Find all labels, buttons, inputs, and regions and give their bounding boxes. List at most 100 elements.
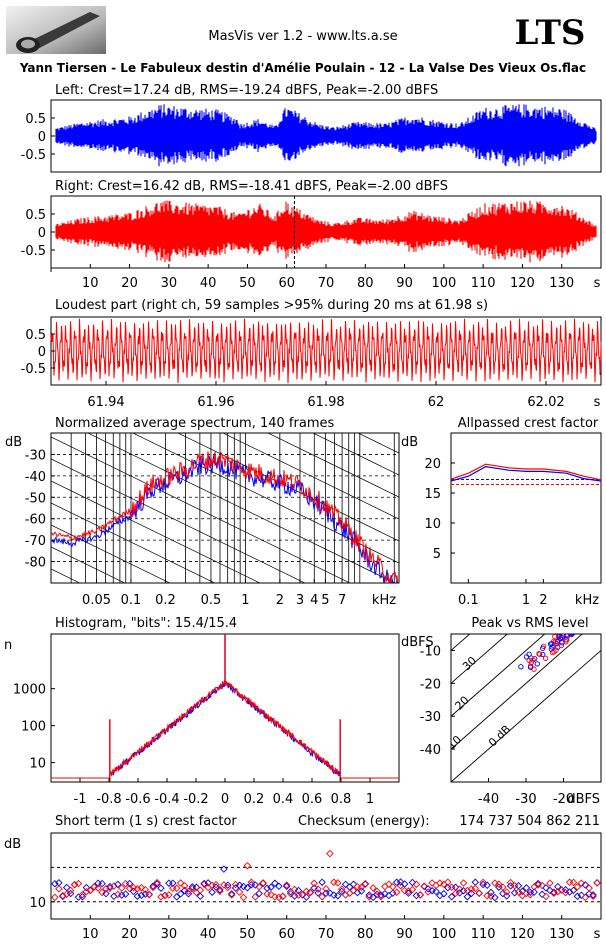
file-title: Yann Tiersen - Le Fabuleux destin d'Amél… [19,61,586,75]
lts-logo-text: LTS [515,13,586,53]
loudest-part-ytick-label: 0 [38,345,46,360]
peak-rms-xtick-label: -30 [515,792,536,807]
right-waveform-xtick-label: 40 [200,276,217,291]
peak-rms-point [583,611,587,615]
short-term-left-point [366,892,372,898]
peak-rms-crest-line [414,618,606,815]
short-term-left-point [543,885,549,891]
short-term-left-point [350,881,356,887]
histogram-xtick-label: 0 [221,792,229,807]
crest-ytick-label: 5 [433,547,441,562]
histogram-left-line [110,681,340,776]
short-term-left-point [515,883,521,889]
short-term-right-point [225,884,231,890]
crest-xtick-label: 0.1 [458,593,479,608]
spectrum-ytick-label: -80 [25,556,46,571]
left-waveform-title: Left: Crest=17.24 dB, RMS=-19.24 dBFS, P… [55,83,438,98]
short-term-right-point [248,879,254,885]
peak-rms-title: Peak vs RMS level [471,616,588,631]
spectrum-ytick-label: -40 [25,470,46,485]
peak-rms-point [580,611,584,615]
short-term-left-point [166,880,172,886]
spectrum-xtick-label: 0.5 [201,593,222,608]
short-term-right-point [429,880,435,886]
short-term-right-point [433,882,439,888]
crest-ytick-label: 10 [424,517,441,532]
right-waveform-title: Right: Crest=16.42 dB, RMS=-18.41 dBFS, … [55,179,448,194]
short-term-left-point [342,881,348,887]
right-waveform-signal [56,201,596,263]
peak-rms-point [587,609,591,613]
right-waveform-ytick-label: -0.5 [21,244,46,259]
spectrum-y-label: dB [5,435,22,450]
right-waveform-xtick-label: 120 [510,276,535,291]
left-waveform-ytick-label: 0 [38,130,46,145]
histogram-ytick-label: 10 [29,757,46,772]
crest-xtick-label: 1 [522,593,530,608]
loudest-part-x-unit: s [594,395,601,410]
short-term-right-point [460,880,466,886]
loudest-part-title: Loudest part (right ch, 59 samples >95% … [55,298,488,313]
short-term-right-point [240,894,246,900]
short-term-left-point [504,893,510,899]
checksum-label: Checksum (energy): [298,814,430,829]
left-waveform-ytick-label: 0.5 [25,112,46,127]
crest-ytick-label: 20 [424,457,441,472]
spectrum-ytick-label: -30 [25,448,46,463]
right-waveform-xtick-label: 70 [318,276,335,291]
short-term-xtick-label: 30 [161,927,178,942]
histogram-right-line [110,680,340,776]
peak-rms-point [581,610,585,614]
spectrum-xtick-label: 2 [276,593,284,608]
histogram-xtick-label: -0.2 [183,792,208,807]
left-waveform-chart: 0.50-0.5 [21,100,601,172]
peak-rms-point [519,665,523,669]
peak-rms-xtick-label: -40 [478,792,499,807]
short-term-right-point [52,894,58,900]
short-term-left-point [64,884,70,890]
loudest-part-xtick-label: 61.96 [197,395,234,410]
right-waveform-xtick-label: 50 [239,276,256,291]
right-waveform-xtick-label: 100 [431,276,456,291]
right-waveform-xtick-label: 60 [278,276,295,291]
right-waveform-xtick-label: 30 [161,276,178,291]
histogram-xtick-label: 0.8 [331,792,352,807]
short-term-right-point [566,879,572,885]
short-term-left-point [83,884,89,890]
peak-rms-point [589,612,593,616]
peak-rms-point [578,610,582,614]
short-term-left-point [209,889,215,895]
app-title: MasVis ver 1.2 - www.lts.a.se [208,29,397,44]
short-term-left-point [472,879,478,885]
crest-factor-title: Allpassed crest factor [458,416,599,431]
short-term-xtick-label: 40 [200,927,217,942]
peak-rms-point [590,615,594,619]
histogram-y-label: n [4,638,12,653]
peak-rms-point [527,652,531,656]
peak-rms-point [589,610,593,614]
histogram-xtick-label: -1 [74,792,87,807]
spectrum-ytick-label: -70 [25,534,46,549]
peak-rms-point [583,611,587,615]
short-term-left-point [319,879,325,885]
right-waveform-xtick-label: 80 [357,276,374,291]
peak-rms-crest-line [414,486,606,683]
histogram-xtick-label: 0.2 [244,792,265,807]
short-term-right-point [547,880,553,886]
right-waveform-ytick-label: 0.5 [25,208,46,223]
crest-ytick-label: 15 [424,487,441,502]
histogram-ytick-label: 100 [21,720,46,735]
spectrum-ytick-label: -60 [25,513,46,528]
spectrum-xtick-label: 4 [310,593,318,608]
spectrum-slope-line [51,415,399,585]
short-term-right-point [339,886,345,892]
spectrum-slope-line [51,547,399,717]
short-term-xtick-label: 100 [431,927,456,942]
short-term-right-point [382,883,388,889]
histogram-xtick-label: 1 [366,792,374,807]
peak-rms-point [524,655,528,659]
